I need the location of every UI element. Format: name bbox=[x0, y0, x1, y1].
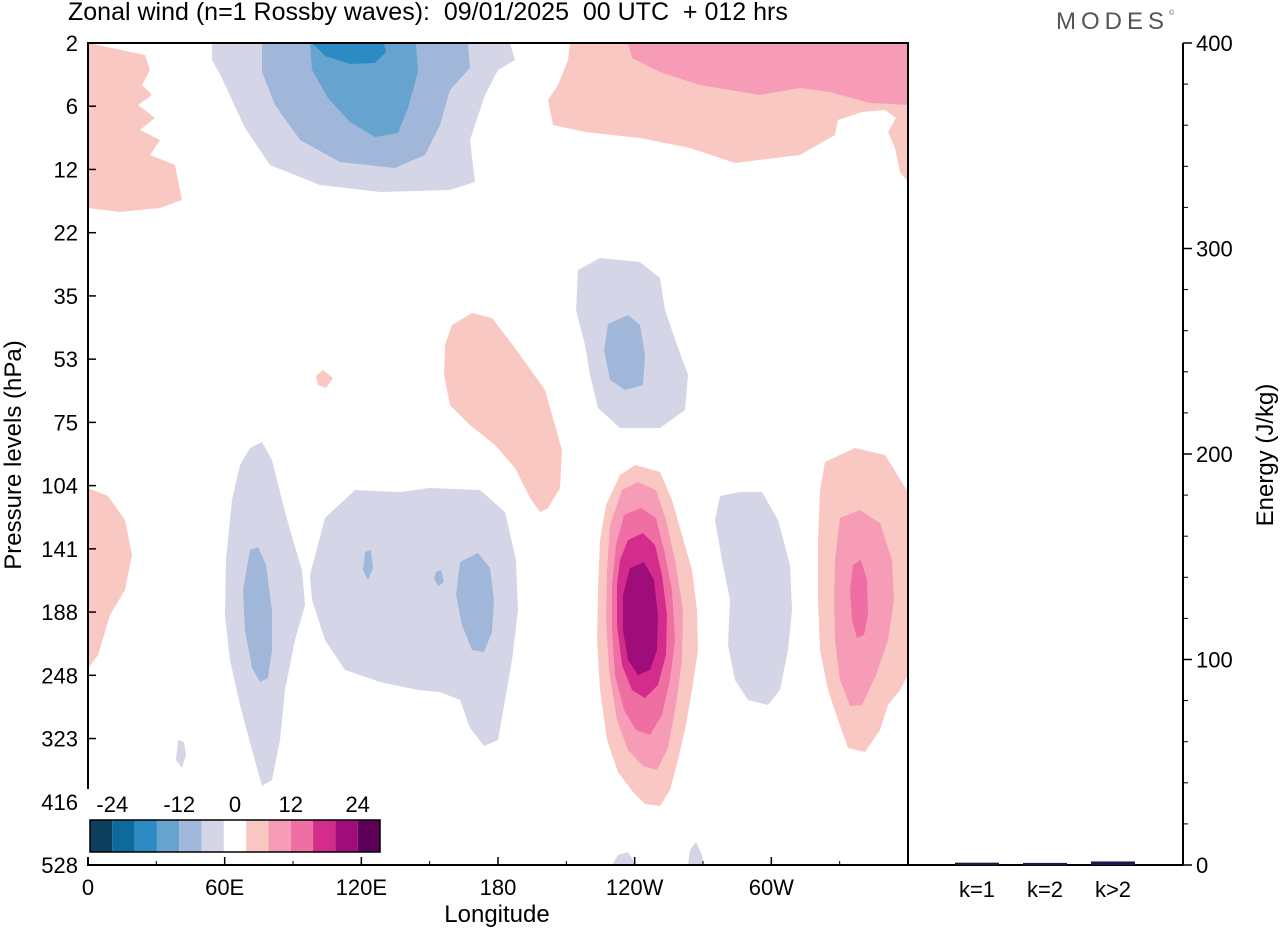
energy-tick-label: 300 bbox=[1196, 237, 1233, 262]
colorbar-swatch bbox=[134, 820, 157, 852]
contour-region bbox=[623, 562, 658, 675]
contour-region bbox=[850, 560, 868, 638]
energy-bar bbox=[955, 862, 999, 866]
contour-region bbox=[88, 43, 182, 212]
brand-name: MODES bbox=[1056, 8, 1170, 35]
bar-category-label: k>2 bbox=[1095, 877, 1131, 902]
y-axis: 2 6 12 22 35 53 75 104 141 188 248 323 416 528 bbox=[41, 31, 96, 878]
heatmap-frame bbox=[87, 42, 909, 866]
colorbar-label: 12 bbox=[279, 792, 303, 817]
colorbar-swatch bbox=[290, 820, 314, 852]
brand-mark: © bbox=[1169, 10, 1175, 17]
energy-axis-label: Energy (J/kg) bbox=[1252, 384, 1279, 527]
y-tick-label: 12 bbox=[54, 157, 78, 182]
contour-region bbox=[363, 550, 373, 580]
y-tick-label: 323 bbox=[41, 727, 78, 752]
contour-region bbox=[688, 842, 703, 865]
y-tick-label: 248 bbox=[41, 663, 78, 688]
contour-region bbox=[434, 570, 444, 586]
contour-region bbox=[612, 852, 636, 865]
y-tick-label: 2 bbox=[66, 31, 78, 56]
contour-region bbox=[456, 553, 494, 652]
energy-bar bbox=[1091, 861, 1135, 865]
contour-field bbox=[88, 43, 908, 865]
x-tick-label: 120W bbox=[606, 875, 664, 900]
colorbar-swatch bbox=[313, 820, 336, 852]
x-tick-label: 180 bbox=[480, 875, 517, 900]
energy-bar bbox=[1023, 862, 1067, 866]
colorbar-swatch bbox=[335, 820, 358, 852]
y-tick-label: 188 bbox=[41, 600, 78, 625]
energy-tick-label: 100 bbox=[1196, 648, 1233, 673]
y-tick-label: 6 bbox=[66, 94, 78, 119]
contour-region bbox=[444, 313, 562, 512]
y-axis-label: Pressure levels (hPa) bbox=[0, 340, 27, 569]
y-tick-label: 141 bbox=[41, 537, 78, 562]
contour-region bbox=[243, 547, 272, 682]
contour-region bbox=[312, 43, 386, 64]
colorbar-swatch bbox=[90, 820, 113, 852]
colorbar-swatch bbox=[179, 820, 202, 852]
bar-category-label: k=1 bbox=[959, 877, 995, 902]
energy-bars: k=1 k=2 k>2 bbox=[908, 43, 1184, 902]
colorbar-swatch bbox=[357, 820, 380, 852]
y-tick-label: 528 bbox=[41, 853, 78, 878]
energy-tick-label: 0 bbox=[1196, 853, 1208, 878]
chart-title: Zonal wind (n=1 Rossby waves): 09/01/202… bbox=[68, 0, 788, 26]
contour-region bbox=[628, 43, 908, 105]
colorbar-label: 0 bbox=[229, 792, 241, 817]
y-tick-label: 22 bbox=[54, 221, 78, 246]
x-axis: 0 60E 120E 180 120W 60W bbox=[82, 857, 841, 900]
colorbar-swatch bbox=[112, 820, 135, 852]
colorbar: -24 -12 0 12 24 bbox=[86, 789, 384, 857]
colorbar-label: -24 bbox=[96, 792, 128, 817]
contour-region bbox=[604, 315, 645, 390]
contour-region bbox=[310, 488, 518, 746]
bar-category-label: k=2 bbox=[1027, 877, 1063, 902]
energy-axis: 0 100 200 300 400 bbox=[1183, 31, 1233, 878]
y-tick-label: 53 bbox=[54, 347, 78, 372]
y-tick-label: 104 bbox=[41, 474, 78, 499]
colorbar-swatch bbox=[246, 820, 269, 852]
contour-region bbox=[176, 740, 186, 768]
x-tick-label: 0 bbox=[82, 875, 94, 900]
colorbar-swatch bbox=[268, 820, 291, 852]
colorbar-swatch bbox=[223, 820, 247, 852]
contour-region bbox=[88, 488, 132, 668]
energy-tick-label: 200 bbox=[1196, 442, 1233, 467]
x-axis-label: Longitude bbox=[444, 901, 549, 928]
contour-region bbox=[316, 370, 333, 388]
contour-region bbox=[715, 492, 792, 705]
colorbar-swatch bbox=[201, 820, 224, 852]
brand-logo: MODES© bbox=[1056, 8, 1174, 36]
x-tick-label: 60E bbox=[205, 875, 244, 900]
y-tick-label: 75 bbox=[54, 410, 78, 435]
x-tick-label: 60W bbox=[749, 875, 794, 900]
energy-tick-label: 400 bbox=[1196, 31, 1233, 56]
colorbar-swatch bbox=[156, 820, 180, 852]
colorbar-label: -12 bbox=[163, 792, 195, 817]
x-tick-label: 120E bbox=[336, 875, 387, 900]
colorbar-label: 24 bbox=[345, 792, 369, 817]
y-tick-label: 416 bbox=[41, 790, 78, 815]
y-tick-label: 35 bbox=[54, 284, 78, 309]
contour-region bbox=[310, 43, 418, 137]
